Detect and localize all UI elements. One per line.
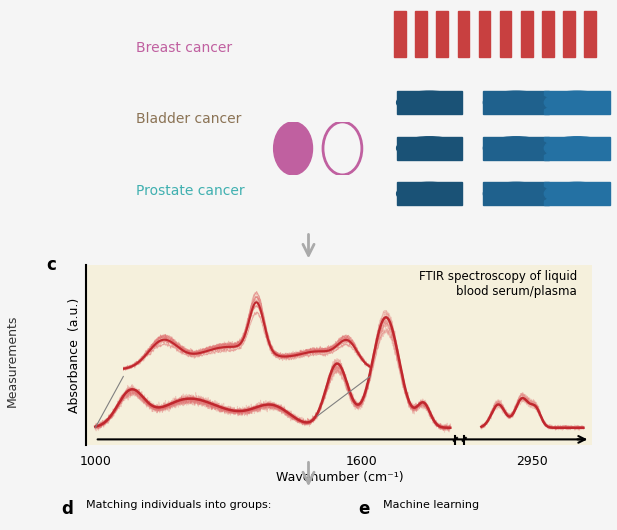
Text: Bladder cancer: Bladder cancer <box>136 112 241 126</box>
Bar <box>458 11 470 57</box>
Ellipse shape <box>483 182 549 205</box>
Text: Machine learning: Machine learning <box>383 500 479 510</box>
Ellipse shape <box>544 137 610 160</box>
Bar <box>394 11 406 57</box>
Text: FTIR spectroscopy of liquid
blood serum/plasma: FTIR spectroscopy of liquid blood serum/… <box>419 270 577 298</box>
Ellipse shape <box>483 91 549 114</box>
FancyBboxPatch shape <box>544 182 610 205</box>
Bar <box>542 11 553 57</box>
Ellipse shape <box>483 137 549 160</box>
Ellipse shape <box>397 137 462 160</box>
Bar <box>415 11 427 57</box>
FancyBboxPatch shape <box>397 91 462 114</box>
Ellipse shape <box>274 122 313 175</box>
Y-axis label: Absorbance  (a.u.): Absorbance (a.u.) <box>68 297 81 413</box>
Text: Matching individuals into groups:: Matching individuals into groups: <box>86 500 271 510</box>
Text: d: d <box>62 500 73 518</box>
Ellipse shape <box>397 91 462 114</box>
Bar <box>500 11 511 57</box>
FancyBboxPatch shape <box>397 137 462 160</box>
FancyBboxPatch shape <box>483 182 549 205</box>
Ellipse shape <box>544 182 610 205</box>
FancyBboxPatch shape <box>483 137 549 160</box>
X-axis label: Wavenumber (cm⁻¹): Wavenumber (cm⁻¹) <box>276 471 403 484</box>
FancyBboxPatch shape <box>483 91 549 114</box>
Text: c: c <box>46 256 56 274</box>
Ellipse shape <box>397 182 462 205</box>
Bar <box>521 11 532 57</box>
Bar <box>563 11 575 57</box>
Text: Breast cancer: Breast cancer <box>136 41 232 55</box>
Bar <box>584 11 596 57</box>
Bar <box>479 11 491 57</box>
Bar <box>436 11 448 57</box>
FancyBboxPatch shape <box>544 91 610 114</box>
Text: e: e <box>358 500 369 518</box>
Text: Prostate cancer: Prostate cancer <box>136 184 244 198</box>
FancyBboxPatch shape <box>397 182 462 205</box>
FancyBboxPatch shape <box>544 137 610 160</box>
Ellipse shape <box>544 91 610 114</box>
Text: Measurements: Measurements <box>6 314 19 407</box>
